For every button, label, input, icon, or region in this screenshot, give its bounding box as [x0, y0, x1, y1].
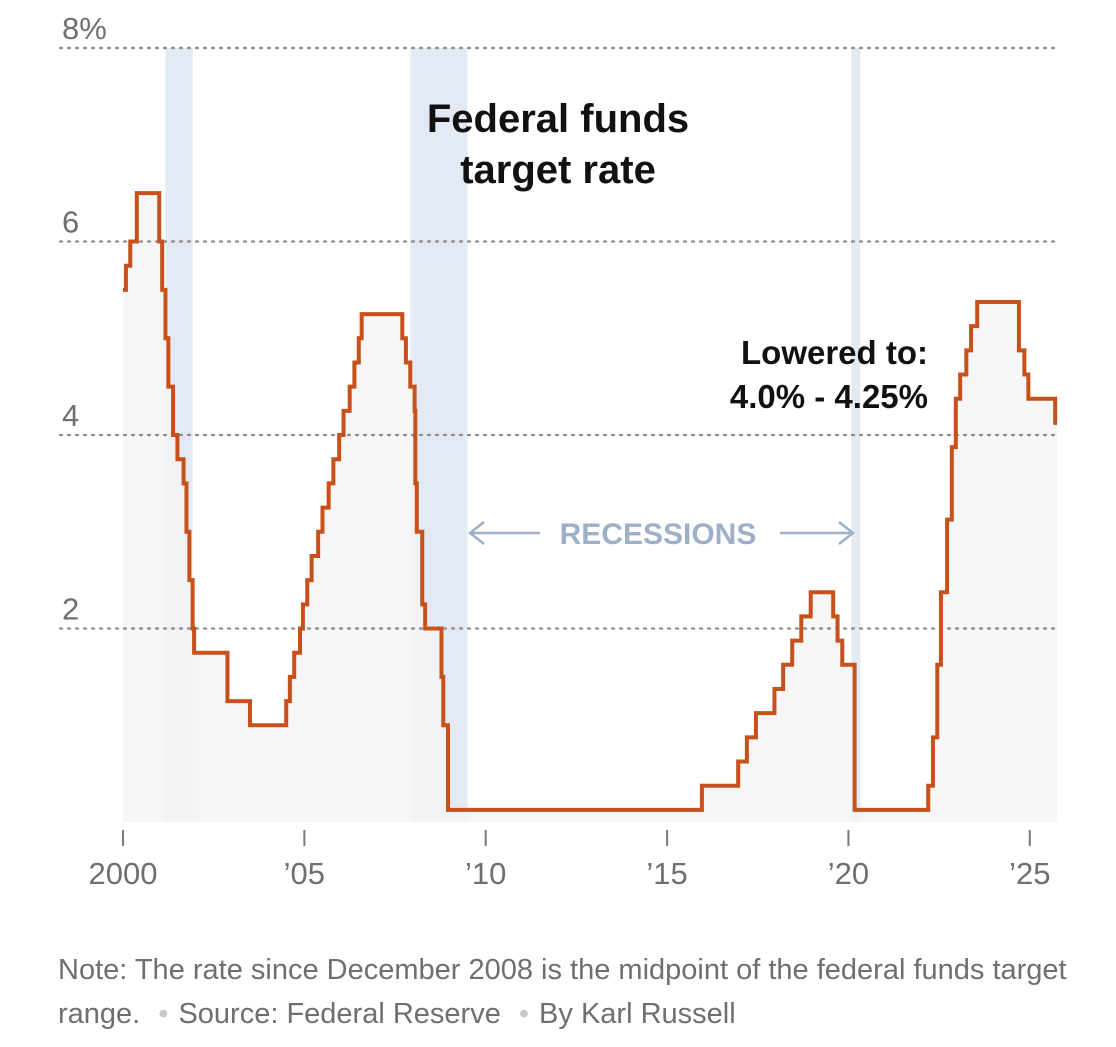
arrow-left-head	[467, 521, 485, 545]
x-tick-label: ’05	[284, 856, 325, 891]
recession-label-group: RECESSIONS	[467, 518, 856, 551]
recession-band	[851, 48, 861, 822]
rate-area	[123, 193, 1057, 822]
y-tick-label: 2	[62, 592, 79, 627]
footnote-note: Note: The rate since December 2008 is th…	[58, 954, 1067, 1030]
x-tick-label: ’15	[646, 856, 687, 891]
rate-line-group	[123, 191, 1058, 812]
x-tick-label: 2000	[89, 856, 158, 891]
arrow-right-head	[838, 521, 856, 545]
separator-dot: •	[158, 998, 169, 1030]
annotation-line-2: 4.0% - 4.25%	[730, 378, 928, 415]
footnote-source: Source: Federal Reserve	[178, 998, 501, 1030]
chart-title-line-2: target rate	[460, 148, 656, 192]
recessions-label: RECESSIONS	[560, 518, 757, 551]
annotation-line-1: Lowered to:	[741, 334, 928, 371]
x-tick-label: ’10	[465, 856, 506, 891]
rate-line	[123, 191, 1058, 812]
chart: 2000’05’10’15’20’25 8%642 Federal funds …	[58, 11, 1062, 891]
footnote-byline: By Karl Russell	[539, 998, 736, 1030]
x-axis: 2000 ’05 ’10 ’15 ’20 ’25	[89, 830, 1050, 891]
x-tick-label: ’20	[828, 856, 869, 891]
y-tick-label: 6	[62, 205, 79, 240]
gridlines	[58, 46, 1062, 630]
y-axis-labels: 8% 6 4 2	[62, 11, 107, 627]
y-tick-label: 8%	[62, 11, 107, 46]
x-tick-label: ’25	[1009, 856, 1050, 891]
footnote: Note: The rate since December 2008 is th…	[58, 948, 1078, 1036]
chart-title-line-1: Federal funds	[427, 97, 689, 141]
y-tick-label: 4	[62, 398, 79, 433]
separator-dot: •	[518, 998, 530, 1030]
rate-area-fill	[123, 193, 1057, 822]
